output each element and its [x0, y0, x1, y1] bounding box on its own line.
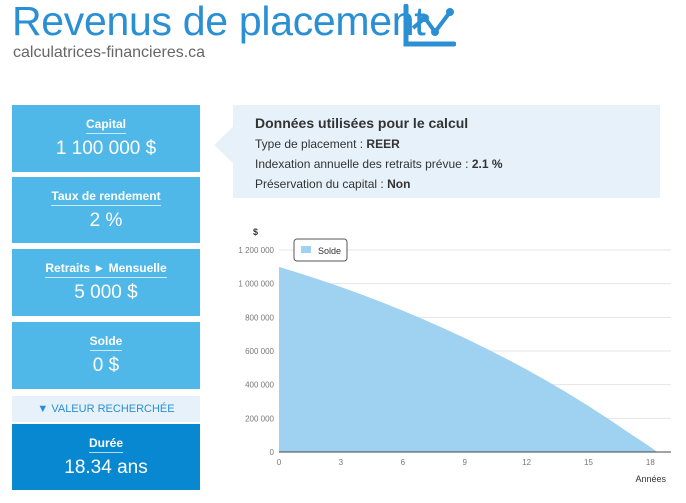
- y-tick-label: 600 000: [245, 347, 274, 356]
- y-axis-label: $: [253, 227, 258, 237]
- panel-value: 5 000 $: [74, 282, 138, 303]
- y-tick-label: 1 200 000: [238, 246, 274, 255]
- panel-label: Retraits ► Mensuelle: [45, 261, 167, 278]
- info-row: Indexation annuelle des retraits prévue …: [255, 157, 503, 171]
- panel-value: 0 $: [92, 355, 120, 376]
- panel-value: 2 %: [89, 210, 123, 231]
- panel-value: 1 100 000 $: [55, 138, 157, 159]
- legend-label: Solde: [318, 246, 341, 256]
- y-tick-label: 0: [270, 448, 275, 457]
- x-tick-label: 3: [339, 458, 344, 467]
- x-axis-label: Années: [635, 474, 666, 484]
- panel-label: Taux de rendement: [51, 189, 161, 206]
- capital-panel[interactable]: Capital 1 100 000 $: [12, 105, 200, 172]
- line-chart-icon: [403, 4, 456, 47]
- y-tick-label: 400 000: [245, 381, 274, 390]
- site-name: calculatrices-financieres.ca: [13, 44, 206, 61]
- x-tick-label: 12: [522, 458, 531, 467]
- x-tick-label: 6: [401, 458, 406, 467]
- y-tick-label: 200 000: [245, 414, 274, 423]
- info-heading: Données utilisées pour le calcul: [255, 115, 469, 131]
- rate-panel[interactable]: Taux de rendement 2 %: [12, 177, 200, 243]
- y-tick-label: 800 000: [245, 313, 274, 322]
- sought-value-label: ▼ VALEUR RECHERCHÉE: [12, 396, 200, 422]
- calculation-data-box: Données utilisées pour le calcul Type de…: [214, 105, 660, 198]
- info-row: Préservation du capital : Non: [255, 177, 411, 191]
- x-tick-label: 15: [584, 458, 593, 467]
- x-tick-label: 0: [277, 458, 282, 467]
- info-row: Type de placement : REER: [255, 137, 400, 151]
- balance-panel[interactable]: Solde 0 $: [12, 322, 200, 389]
- panel-label: Durée: [88, 436, 123, 453]
- y-tick-label: 1 000 000: [238, 280, 274, 289]
- x-tick-label: 9: [462, 458, 467, 467]
- legend: [293, 238, 348, 262]
- page-title: Revenus de placement: [12, 0, 426, 44]
- x-tick-label: 18: [646, 458, 655, 467]
- legend-swatch: [301, 246, 311, 253]
- duration-panel[interactable]: Durée 18.34 ans: [12, 424, 200, 490]
- panel-label: Solde: [89, 334, 123, 351]
- panel-label: Capital: [85, 117, 126, 134]
- panel-value: 18.34 ans: [64, 457, 148, 478]
- area-series-solde: [279, 266, 671, 452]
- withdrawals-panel[interactable]: Retraits ► Mensuelle 5 000 $: [12, 249, 200, 316]
